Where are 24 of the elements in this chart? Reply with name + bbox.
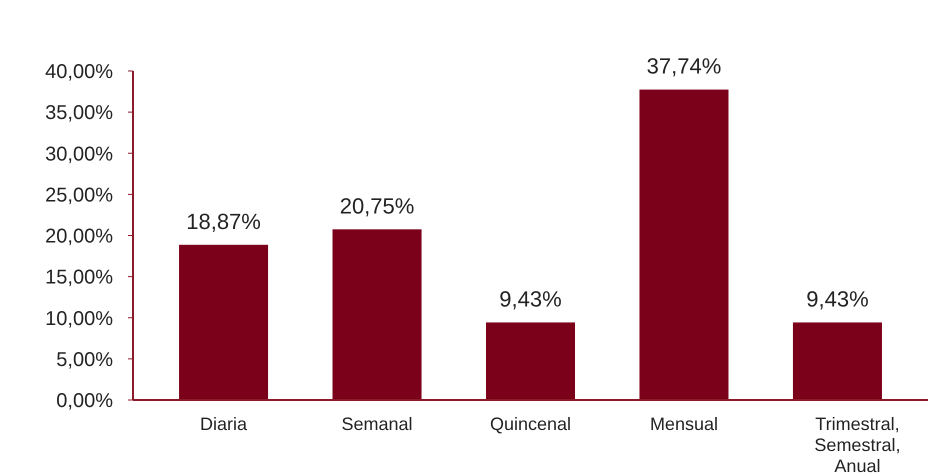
bar [179, 244, 268, 400]
y-tick-label: 0,00% [56, 390, 114, 412]
bar [639, 90, 728, 400]
x-tick-label: Quincenal [490, 414, 572, 434]
y-tick-label: 15,00% [45, 266, 114, 289]
bar [332, 229, 422, 400]
y-tick-label: 35,00% [45, 102, 114, 124]
bar [486, 322, 576, 400]
y-tick-label: 30,00% [45, 143, 114, 166]
data-label: 37,74% [646, 54, 722, 79]
x-tick-label: Diaria [200, 414, 248, 434]
y-tick-label: 5,00% [56, 348, 114, 371]
data-label: 20,75% [340, 193, 414, 218]
data-label: 9,43% [499, 286, 562, 312]
y-tick-label: 10,00% [45, 308, 114, 330]
x-tick-label: Semanal [342, 414, 413, 434]
y-tick-label: 40,00% [45, 61, 114, 83]
x-tick-label: Mensual [650, 414, 718, 434]
y-tick-label: 20,00% [45, 226, 114, 248]
bar [792, 322, 882, 400]
y-tick-label: 25,00% [45, 184, 114, 206]
data-label: 9,43% [806, 286, 869, 312]
x-tick-label: Trimestral, Semestral, Anual [814, 414, 900, 476]
data-label: 18,87% [186, 208, 261, 234]
